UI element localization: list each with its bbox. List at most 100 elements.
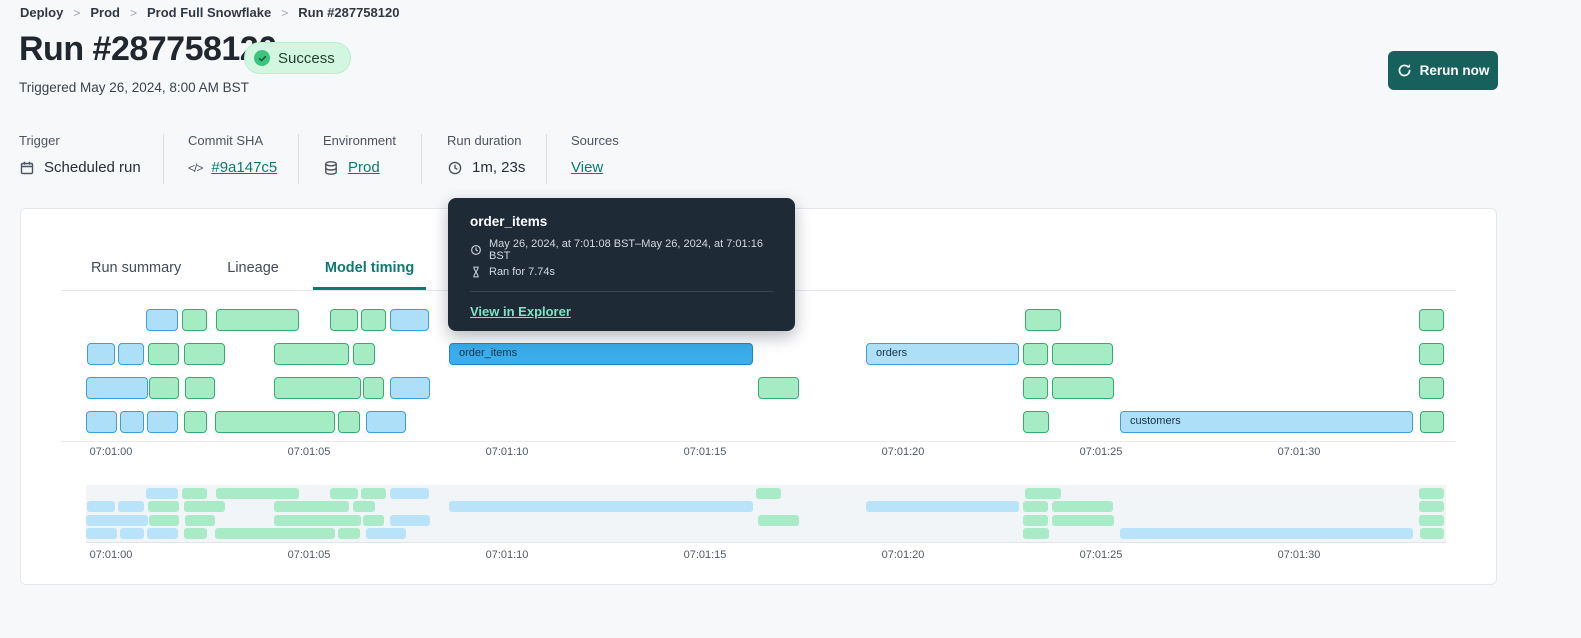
gantt-bar[interactable] bbox=[1419, 377, 1444, 399]
gantt-bar[interactable] bbox=[390, 309, 429, 331]
gantt-bar[interactable] bbox=[184, 411, 207, 433]
gantt-bar[interactable] bbox=[274, 377, 361, 399]
gantt-bar[interactable] bbox=[184, 343, 225, 365]
gantt-bar[interactable] bbox=[366, 411, 406, 433]
tooltip-model-name: order_items bbox=[470, 214, 548, 229]
tab-lineage[interactable]: Lineage bbox=[227, 260, 279, 276]
hourglass-icon bbox=[470, 266, 482, 278]
gantt-bar[interactable] bbox=[330, 309, 358, 331]
meta-label: Sources bbox=[571, 133, 619, 148]
mini-gantt-bar bbox=[361, 488, 386, 499]
gantt-bar[interactable] bbox=[118, 343, 144, 365]
gantt-bar[interactable] bbox=[1052, 343, 1113, 365]
meta-divider bbox=[546, 134, 547, 184]
mini-gantt-bar bbox=[149, 515, 179, 526]
mini-gantt-bar bbox=[120, 528, 144, 539]
gantt-bar[interactable] bbox=[86, 411, 117, 433]
mini-gantt-bar bbox=[215, 528, 335, 539]
environment-link[interactable]: Prod bbox=[348, 159, 380, 176]
mini-gantt-bar bbox=[1023, 515, 1048, 526]
gantt-bar[interactable] bbox=[363, 377, 384, 399]
breadcrumb-item-run: Run #287758120 bbox=[298, 5, 400, 20]
gantt-bar[interactable] bbox=[1419, 309, 1444, 331]
mini-gantt-bar bbox=[1420, 528, 1444, 539]
mini-gantt-bar bbox=[390, 515, 430, 526]
axis-tick-label: 07:01:15 bbox=[683, 549, 727, 561]
axis-tick-label: 07:01:05 bbox=[287, 446, 331, 458]
gantt-bar-orders[interactable]: orders bbox=[866, 343, 1019, 365]
tab-run-summary[interactable]: Run summary bbox=[91, 260, 182, 276]
gantt-bar[interactable] bbox=[149, 377, 179, 399]
gantt-bar[interactable] bbox=[1052, 377, 1114, 399]
mini-timeline-brush[interactable] bbox=[86, 485, 1446, 543]
mini-gantt-bar bbox=[86, 528, 117, 539]
breadcrumb-item-job[interactable]: Prod Full Snowflake bbox=[147, 5, 272, 20]
gantt-bar[interactable] bbox=[390, 377, 430, 399]
mini-gantt-bar bbox=[184, 528, 207, 539]
mini-gantt-bar bbox=[185, 515, 215, 526]
gantt-bar[interactable] bbox=[1023, 411, 1049, 433]
tooltip-clock-icon bbox=[470, 244, 482, 256]
gantt-bar[interactable] bbox=[148, 343, 179, 365]
tooltip-divider bbox=[470, 291, 773, 292]
gantt-bar[interactable] bbox=[215, 411, 335, 433]
commit-sha-link[interactable]: #9a147c5 bbox=[211, 159, 278, 176]
gantt-bar-label: orders bbox=[876, 347, 908, 359]
rerun-icon bbox=[1397, 63, 1412, 78]
page-title: Run #287758120 bbox=[19, 30, 277, 68]
gantt-bar-order_items[interactable]: order_items bbox=[449, 343, 753, 365]
gantt-bar[interactable] bbox=[353, 343, 375, 365]
mini-gantt-bar bbox=[330, 488, 358, 499]
meta-label: Environment bbox=[323, 133, 396, 148]
status-badge-label: Success bbox=[278, 49, 335, 67]
calendar-icon bbox=[19, 160, 35, 176]
mini-gantt-bar bbox=[147, 528, 178, 539]
gantt-bar[interactable] bbox=[1419, 343, 1444, 365]
rerun-now-button[interactable]: Rerun now bbox=[1388, 51, 1498, 90]
mini-gantt-bar bbox=[866, 501, 1019, 512]
trigger-value: Scheduled run bbox=[44, 159, 141, 176]
mini-gantt-bar bbox=[756, 488, 781, 499]
gantt-bar[interactable] bbox=[147, 411, 178, 433]
gantt-bar[interactable] bbox=[86, 377, 148, 399]
meta-label: Trigger bbox=[19, 133, 60, 148]
mini-gantt-bar bbox=[1052, 515, 1114, 526]
axis-tick-label: 07:01:10 bbox=[485, 549, 529, 561]
meta-run-duration: Run duration 1m, 23s bbox=[447, 133, 525, 176]
run-duration-value: 1m, 23s bbox=[472, 159, 526, 176]
gantt-bar[interactable] bbox=[120, 411, 144, 433]
mini-gantt-bar bbox=[146, 488, 178, 499]
gantt-bar[interactable] bbox=[361, 309, 386, 331]
axis-tick-label: 07:01:20 bbox=[881, 446, 925, 458]
mini-gantt-bar bbox=[353, 501, 375, 512]
gantt-bar[interactable] bbox=[758, 377, 799, 399]
gantt-bar-customers[interactable]: customers bbox=[1120, 411, 1413, 433]
gantt-bar[interactable] bbox=[274, 343, 349, 365]
success-check-icon bbox=[254, 50, 270, 66]
breadcrumb-separator: > bbox=[281, 5, 289, 20]
status-badge: Success bbox=[244, 42, 351, 74]
gantt-bar[interactable] bbox=[1420, 411, 1444, 433]
mini-gantt-bar bbox=[363, 515, 384, 526]
gantt-bar[interactable] bbox=[338, 411, 360, 433]
mini-gantt-bar bbox=[449, 501, 753, 512]
mini-gantt-bar bbox=[1419, 501, 1444, 512]
gantt-bar[interactable] bbox=[182, 309, 207, 331]
code-icon: </> bbox=[188, 160, 203, 175]
meta-environment: Environment Prod bbox=[323, 133, 396, 176]
gantt-bar[interactable] bbox=[185, 377, 215, 399]
gantt-bar[interactable] bbox=[1023, 343, 1048, 365]
mini-gantt-bar bbox=[216, 488, 299, 499]
tab-model-timing[interactable]: Model timing bbox=[312, 249, 427, 290]
gantt-bar[interactable] bbox=[1025, 309, 1061, 331]
gantt-bar[interactable] bbox=[216, 309, 299, 331]
gantt-axis-line bbox=[61, 441, 1456, 442]
breadcrumb-item-prod[interactable]: Prod bbox=[90, 5, 120, 20]
view-in-explorer-link[interactable]: View in Explorer bbox=[470, 304, 571, 319]
sources-view-link[interactable]: View bbox=[571, 159, 604, 176]
axis-tick-label: 07:01:30 bbox=[1277, 549, 1321, 561]
breadcrumb-item-deploy[interactable]: Deploy bbox=[20, 5, 64, 20]
gantt-bar[interactable] bbox=[87, 343, 115, 365]
gantt-bar[interactable] bbox=[1023, 377, 1048, 399]
gantt-bar[interactable] bbox=[146, 309, 178, 331]
